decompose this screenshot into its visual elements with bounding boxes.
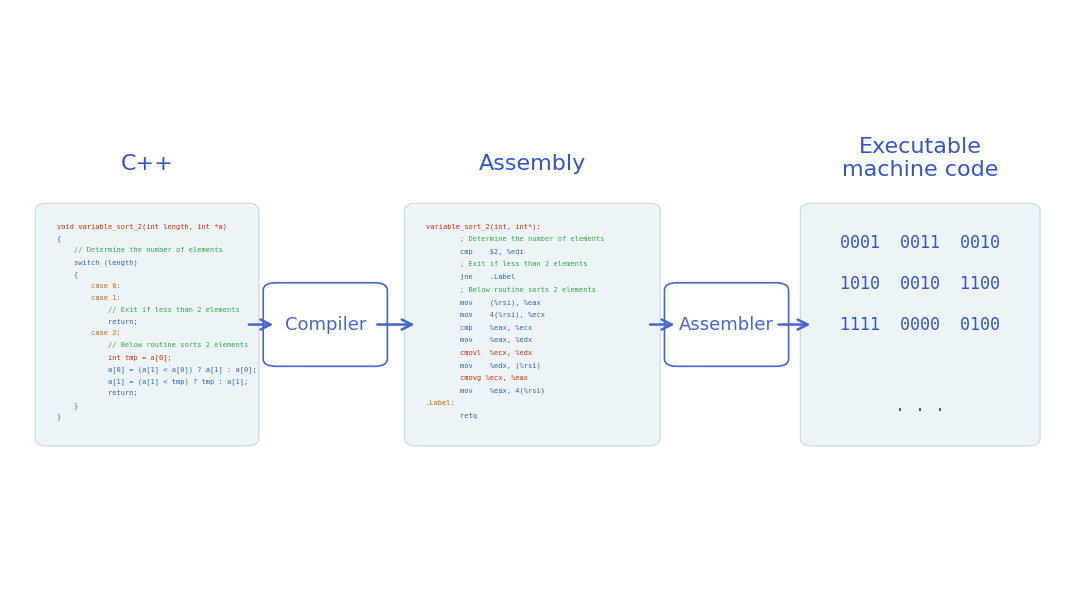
Text: 1010  0010  1100: 1010 0010 1100 bbox=[840, 275, 1000, 293]
Text: ; Exit if less than 2 elements: ; Exit if less than 2 elements bbox=[426, 261, 587, 267]
Text: Assembler: Assembler bbox=[679, 316, 774, 334]
FancyBboxPatch shape bbox=[263, 282, 387, 366]
Text: cmovg %ecx, %eax: cmovg %ecx, %eax bbox=[426, 375, 528, 381]
Text: 1111  0000  0100: 1111 0000 0100 bbox=[840, 316, 1000, 334]
Text: variable_sort_2(int, int*):: variable_sort_2(int, int*): bbox=[426, 224, 540, 230]
Text: . . .: . . . bbox=[896, 397, 945, 415]
Text: int tmp = a[0];: int tmp = a[0]; bbox=[57, 354, 171, 361]
Text: mov    %eax, %edx: mov %eax, %edx bbox=[426, 337, 532, 343]
Text: // Determine the number of elements: // Determine the number of elements bbox=[57, 248, 223, 254]
Text: Compiler: Compiler bbox=[285, 316, 366, 334]
Text: Assembly: Assembly bbox=[478, 154, 586, 174]
Text: case 2:: case 2: bbox=[57, 331, 121, 337]
Text: C++: C++ bbox=[121, 154, 173, 174]
Text: switch (length): switch (length) bbox=[57, 259, 137, 266]
Text: .Label:: .Label: bbox=[426, 400, 456, 406]
Text: retq: retq bbox=[426, 413, 477, 419]
FancyBboxPatch shape bbox=[35, 203, 259, 446]
Text: mov    4(%rsi), %ecx: mov 4(%rsi), %ecx bbox=[426, 312, 545, 319]
Text: }: } bbox=[57, 413, 61, 420]
Text: a[1] = (a[1] < tmp) ? tmp : a[1];: a[1] = (a[1] < tmp) ? tmp : a[1]; bbox=[57, 378, 248, 385]
Text: // Exit if less than 2 elements: // Exit if less than 2 elements bbox=[57, 307, 240, 313]
Text: {: { bbox=[57, 271, 78, 278]
Text: return;: return; bbox=[57, 319, 137, 325]
FancyBboxPatch shape bbox=[404, 203, 660, 446]
Text: {: { bbox=[57, 236, 61, 242]
Text: case 1:: case 1: bbox=[57, 295, 121, 301]
Text: ; Below routine sorts 2 elements: ; Below routine sorts 2 elements bbox=[426, 287, 596, 293]
Text: cmp    %eax, %ecx: cmp %eax, %ecx bbox=[426, 325, 532, 331]
Text: mov    %edx, (%rsi): mov %edx, (%rsi) bbox=[426, 362, 540, 369]
Text: 0001  0011  0010: 0001 0011 0010 bbox=[840, 234, 1000, 252]
Text: void variable_sort_2(int length, int *a): void variable_sort_2(int length, int *a) bbox=[57, 224, 227, 230]
Text: // Below routine sorts 2 elements: // Below routine sorts 2 elements bbox=[57, 343, 248, 349]
Text: mov    %eax, 4(%rsi): mov %eax, 4(%rsi) bbox=[426, 388, 545, 394]
Text: }: } bbox=[57, 401, 78, 409]
FancyBboxPatch shape bbox=[800, 203, 1040, 446]
FancyBboxPatch shape bbox=[664, 282, 789, 366]
Text: Executable
machine code: Executable machine code bbox=[842, 137, 998, 180]
Text: mov    (%rsi), %eax: mov (%rsi), %eax bbox=[426, 299, 540, 306]
Text: a[0] = (a[1] < a[0]) ? a[1] : a[0];: a[0] = (a[1] < a[0]) ? a[1] : a[0]; bbox=[57, 366, 257, 373]
Text: ; Determine the number of elements: ; Determine the number of elements bbox=[426, 236, 605, 242]
Text: cmp    $2, %edi: cmp $2, %edi bbox=[426, 249, 523, 255]
Text: cmovl  %ecx, %edx: cmovl %ecx, %edx bbox=[426, 350, 532, 356]
Text: return;: return; bbox=[57, 390, 137, 396]
Text: case 0:: case 0: bbox=[57, 283, 121, 289]
Text: jne    .Label: jne .Label bbox=[426, 274, 515, 280]
